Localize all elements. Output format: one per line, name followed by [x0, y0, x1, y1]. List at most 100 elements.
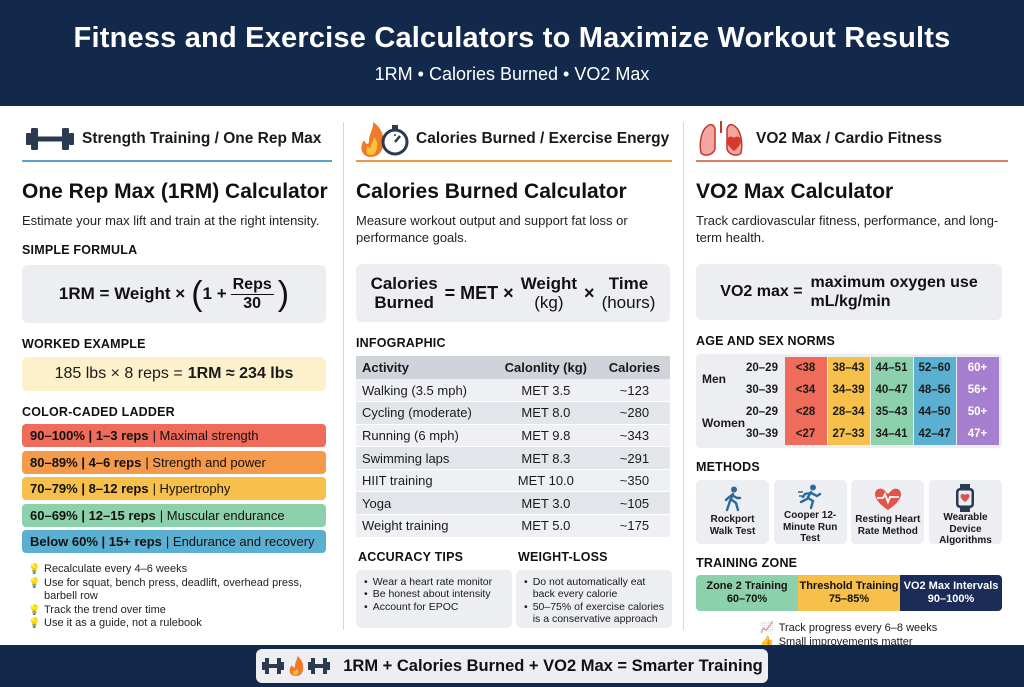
table-row: Yoga MET 3.0 ~105 [356, 491, 670, 516]
formula-left: 1RM = Weight × [58, 284, 186, 303]
norm-cell: 42–47 [913, 423, 956, 445]
norms-age-label: 20–29 [746, 406, 778, 418]
intensity-ladder: 90–100% | 1–3 reps | Maximal strength 80–… [22, 424, 326, 553]
norms-table: Men Women 20–29 30–39 20–29 30–39 <38 38… [696, 354, 1002, 448]
activities-table: Activity Calonlity (kg) Calories Walking… [356, 356, 670, 538]
method-label: Rockport Walk Test [709, 514, 756, 537]
ladder-row-range: 80–89% | 4–6 reps [30, 454, 142, 470]
list-item: 💡 Recalculate every 4–6 weeks [28, 563, 188, 575]
norms-sex-column: Men Women [696, 357, 746, 445]
method-label: Cooper 12- Minute Run Test [782, 510, 838, 544]
vo2-formula-left: VO2 max = [720, 283, 803, 300]
list-item: 💡 Use it as a guide, not a rulebook [28, 617, 202, 629]
strength-section-header: Strength Training / One Rep Max [22, 118, 332, 162]
simple-formula-heading: SIMPLE FORMULA [22, 243, 138, 257]
training-zone: VO2 Max Intervals 90–100% [900, 575, 1002, 611]
training-zones: Zone 2 Training 60–70% Threshold Training… [696, 575, 1002, 611]
table-header: Activity [356, 356, 493, 379]
norm-cell: <38 [784, 357, 827, 379]
vo2-section-header: VO2 Max / Cardio Fitness [696, 118, 1008, 162]
list-item: 💡 Use for squat, bench press, deadlift, o… [28, 576, 303, 603]
one-rep-max-formula: 1RM = Weight × ( 1 + Reps 30 ) [22, 265, 326, 323]
lightbulb-icon: 💡 [28, 604, 41, 616]
norm-cell: 56+ [956, 379, 999, 401]
norm-cell: 27–33 [827, 423, 870, 445]
ladder-row: 80–89% | 4–6 reps | Strength and power [22, 450, 326, 474]
lightbulb-icon: 💡 [28, 618, 41, 629]
paren-close: ) [277, 275, 290, 313]
worked-example-result: 1RM ≈ 234 lbs [187, 365, 294, 382]
formula-weight: Weight (kg) [520, 274, 578, 312]
page-title: Fitness and Exercise Calculators to Maxi… [73, 22, 951, 54]
table-row: Weight training MET 5.0 ~175 [356, 514, 670, 538]
norm-cell: 34–39 [827, 379, 870, 401]
list-item: 💡 Track the trend over time [28, 603, 166, 616]
training-zone: Threshold Training 75–85% [798, 575, 900, 611]
table-row: <28 28–34 35–43 44–50 50+ [784, 401, 999, 423]
ladder-row-goal: | Strength and power [145, 454, 266, 470]
vo2-calc-description: Track cardiovascular fitness, performanc… [696, 213, 999, 245]
footer-icons [261, 655, 331, 677]
weight-loss-list: Do not automatically eat back every calo… [516, 569, 672, 628]
methods-heading: METHODS [696, 460, 760, 474]
method-card: Resting Heart Rate Method [851, 480, 925, 544]
infographic-heading: INFOGRAPHIC [356, 336, 446, 350]
accuracy-tips-box: ACCURACY TIPS Wear a heart rate monitor … [356, 550, 512, 628]
formula-fraction: Reps 30 [230, 275, 274, 313]
norm-cell: 60+ [956, 357, 999, 379]
footer-dumbbell-flame-icon [262, 656, 331, 676]
strength-calc-title: One Rep Max (1RM) Calculator [22, 180, 328, 203]
accuracy-tips-list: Wear a heart rate monitor Be honest abou… [356, 569, 512, 628]
method-label: Resting Heart Rate Method [855, 514, 921, 537]
table-row: <27 27–33 34–41 42–47 47+ [784, 423, 999, 445]
calories-column: Calories Burned / Exercise Energy Calori… [356, 118, 672, 638]
norm-cell: 40–47 [870, 379, 913, 401]
ladder-row-goal: | Maximal strength [152, 428, 259, 443]
norm-cell: <28 [784, 401, 827, 423]
norm-cell: 35–43 [870, 401, 913, 423]
formula-one: 1 + [202, 284, 227, 303]
worked-example-box: 185 lbs × 8 reps = 1RM ≈ 234 lbs [22, 357, 326, 391]
weight-loss-box: WEIGHT-LOSS Do not automatically eat bac… [516, 550, 672, 628]
table-row: Running (6 mph) MET 9.8 ~343 [356, 424, 670, 448]
norms-age-label: 20–29 [746, 362, 778, 374]
lightbulb-icon: 💡 [28, 564, 41, 575]
norm-cell: 34–41 [870, 423, 913, 445]
norm-cell: 44–51 [870, 357, 913, 379]
worked-example-heading: WORKED EXAMPLE [22, 337, 146, 351]
footer-banner: 1RM + Calories Burned + VO2 Max = Smarte… [0, 645, 1024, 687]
methods-list: Rockport Walk Test Cooper 12- Minute Run T… [696, 480, 1002, 546]
norms-sex-label: Women [702, 416, 746, 430]
norm-cell: 52–60 [913, 357, 956, 379]
fraction-numerator: Reps [230, 275, 274, 295]
table-row: Walking (3.5 mph) MET 3.5 ~123 [356, 379, 670, 403]
norms-age-label: 30–39 [746, 384, 778, 396]
paren-open: ( [191, 275, 203, 313]
ladder-row: 60–69% | 12–15 reps | Muscular endurance [22, 503, 326, 527]
list-item: Wear a heart rate monitor [364, 576, 506, 589]
ladder-row-goal: | Muscular endurance [159, 507, 285, 523]
table-header: Calories [598, 356, 670, 379]
norms-age-label: 30–39 [746, 428, 778, 440]
norms-age-column: 20–29 30–39 20–29 30–39 [740, 357, 784, 445]
training-zone: Zone 2 Training 60–70% [696, 575, 798, 611]
strength-column: Strength Training / One Rep Max One Rep … [16, 118, 332, 638]
norms-cells: <38 38–43 44–51 52–60 60+ <34 34–39 40–4… [784, 357, 999, 445]
running-person-icon [797, 484, 823, 510]
ladder-row: 90–100% | 1–3 reps | Maximal strength [22, 424, 326, 447]
vo2-formula: VO2 max = maximum oxygen use mL/kg/min [696, 264, 1002, 320]
norm-cell: 47+ [956, 423, 999, 445]
calories-formula: Calories Burned = MET × Weight (kg) × Ti… [356, 264, 670, 322]
column-divider [683, 122, 684, 630]
column-divider [343, 122, 344, 630]
norm-cell: 48–56 [913, 379, 956, 401]
calories-calc-title: Calories Burned Calculator [356, 180, 627, 203]
walking-person-icon [722, 484, 744, 514]
dumbbell-icon [22, 119, 78, 159]
smartwatch-icon [954, 484, 976, 512]
calories-section-label: Calories Burned / Exercise Energy [416, 130, 670, 147]
calories-tip-boxes: ACCURACY TIPS Wear a heart rate monitor … [356, 550, 672, 628]
formula-times: × [584, 282, 595, 303]
training-zone-heading: TRAINING ZONE [696, 556, 798, 570]
ladder-row-goal: | Endurance and recovery [165, 534, 315, 549]
